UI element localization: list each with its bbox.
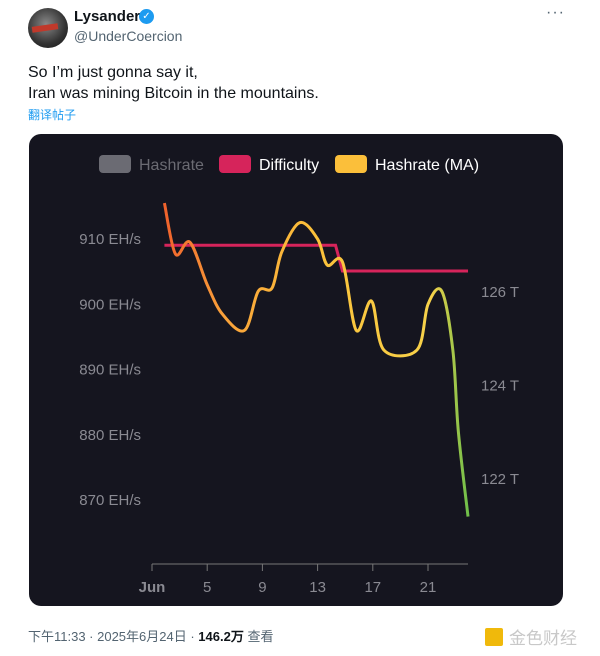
avatar[interactable]	[28, 8, 68, 48]
view-count: 146.2万	[198, 629, 244, 644]
y-left-tick-label: 870 EH/s	[79, 492, 141, 509]
watermark-logo-icon	[485, 627, 503, 646]
author-name[interactable]: Lysander	[74, 8, 141, 25]
hashrate-ma-line	[162, 202, 470, 517]
watermark: 金色财经	[485, 624, 577, 649]
x-tick-label: 5	[203, 579, 211, 596]
y-right-tick-label: 124 T	[481, 377, 519, 394]
translate-link[interactable]: 翻译帖子	[28, 108, 77, 122]
x-tick-label: 13	[309, 579, 326, 596]
author-handle[interactable]: @UnderCoercion	[74, 28, 183, 44]
y-left-tick-label: 880 EH/s	[79, 427, 141, 444]
legend-swatch	[219, 155, 251, 173]
legend-label: Difficulty	[259, 157, 319, 174]
legend-label: Hashrate	[139, 157, 204, 174]
legend-swatch	[335, 155, 367, 173]
watermark-text: 金色财经	[509, 629, 577, 648]
y-left-tick-label: 900 EH/s	[79, 296, 141, 313]
difficulty-line	[164, 243, 469, 273]
more-options-icon[interactable]: ···	[546, 4, 565, 21]
tweet-text-line: So I’m just gonna say it,	[28, 64, 198, 81]
y-left-tick-label: 890 EH/s	[79, 362, 141, 379]
x-tick-label: 21	[420, 579, 437, 596]
tweet-meta: 下午11:33 · 2025年6月24日 · 146.2万 查看	[28, 626, 273, 645]
y-right-tick-label: 126 T	[481, 284, 519, 301]
legend-label: Hashrate (MA)	[375, 157, 479, 174]
legend-swatch	[99, 155, 131, 173]
x-tick-label: 9	[258, 579, 266, 596]
timestamp[interactable]: 下午11:33 · 2025年6月24日 ·	[28, 629, 199, 644]
verified-badge-icon: ✓	[139, 9, 154, 24]
y-right-tick-label: 122 T	[481, 471, 519, 488]
x-tick-label: Jun	[139, 579, 166, 596]
x-tick-label: 17	[364, 579, 381, 596]
hashrate-chart: Hashrate Difficulty Hashrate (MA) 910 EH/s 9…	[79, 155, 519, 596]
y-left-tick-label: 910 EH/s	[79, 231, 141, 248]
views-label: 查看	[243, 629, 274, 644]
chart-image[interactable]: Hashrate Difficulty Hashrate (MA) 910 EH/s 9…	[29, 134, 563, 606]
tweet-text-line: Iran was mining Bitcoin in the mountains…	[28, 85, 319, 102]
